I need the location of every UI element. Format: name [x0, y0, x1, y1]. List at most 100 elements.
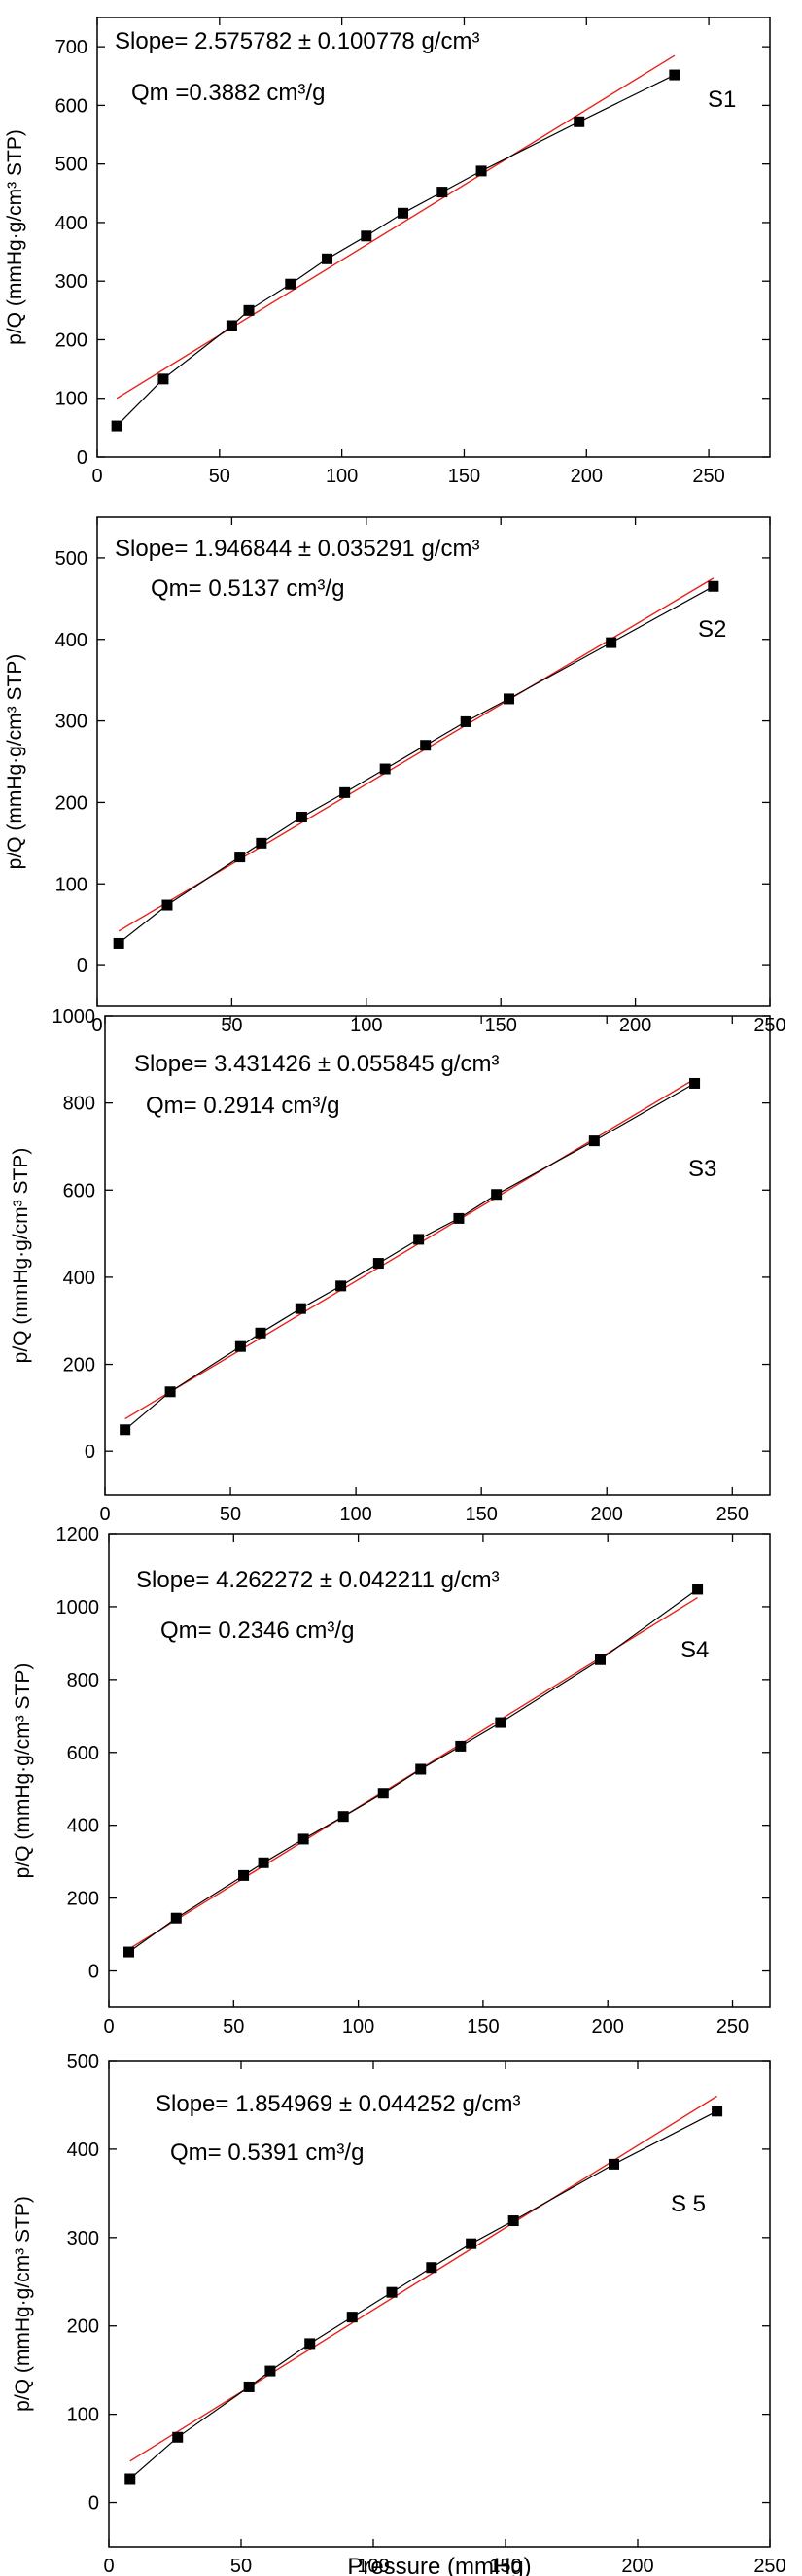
x-tick-label: 150	[467, 2016, 499, 2037]
y-tick-label: 300	[55, 712, 87, 733]
y-axis-title: p/Q (mmHg·g/cm³ STP)	[12, 2196, 34, 2412]
plot-frame	[96, 516, 771, 1007]
chart-panel-5: 0 50 100 150 200 250 0 100 200 300 400 500 p/Q (mmHg…	[12, 2051, 786, 2576]
qm-annotation: Qm= 0.2914 cm³/g	[146, 1093, 339, 1119]
data-point	[398, 207, 409, 219]
slope-annotation: Slope= 3.431426 ± 0.055845 g/cm³	[134, 1051, 499, 1077]
data-series-line	[124, 1082, 695, 1431]
data-point	[609, 2158, 620, 2170]
data-point	[588, 1135, 600, 1147]
y-tick-label: 100	[55, 874, 87, 895]
data-point	[296, 812, 307, 823]
data-point	[379, 763, 391, 775]
x-tick-label: 0	[99, 1504, 110, 1525]
data-point	[491, 1189, 503, 1201]
data-point	[420, 740, 432, 751]
plot-frame	[108, 1533, 771, 2008]
y-tick-label: 800	[63, 1094, 95, 1115]
fit-line	[129, 2095, 717, 2462]
data-point	[264, 2365, 276, 2377]
y-axis-title: p/Q (mmHg·g/cm³ STP)	[10, 1148, 32, 1364]
y-tick-label: 400	[55, 213, 87, 234]
y-tick-label: 0	[77, 447, 87, 469]
data-point	[161, 899, 173, 911]
data-point	[255, 1327, 266, 1339]
qm-annotation: Qm =0.3882 cm³/g	[131, 80, 325, 106]
data-point	[415, 1763, 427, 1775]
x-tick-label: 200	[621, 2556, 653, 2576]
x-tick-label: 200	[591, 1504, 623, 1525]
data-point	[157, 373, 169, 385]
x-tick-label: 50	[209, 466, 230, 487]
data-series-line	[116, 74, 676, 427]
sample-label: S3	[688, 1156, 716, 1182]
data-point	[113, 937, 124, 949]
data-point	[574, 116, 585, 127]
y-tick-label: 300	[67, 2228, 99, 2249]
y-tick-label: 300	[55, 271, 87, 293]
y-tick-label: 500	[55, 548, 87, 570]
x-tick-label: 150	[465, 1504, 497, 1525]
chart-panel-4: 0 50 100 150 200 250 0 200 400 600 800 1000 1200 p/Q …	[12, 1524, 771, 2037]
data-point	[692, 1584, 704, 1595]
sample-label: S 5	[671, 2191, 706, 2217]
x-tick-label: 100	[350, 1015, 382, 1036]
data-point	[295, 1303, 306, 1314]
slope-annotation: Slope= 1.854969 ± 0.044252 g/cm³	[156, 2091, 520, 2117]
slope-annotation: Slope= 1.946844 ± 0.035291 g/cm³	[115, 536, 479, 562]
data-point	[339, 786, 351, 798]
y-tick-label: 200	[63, 1355, 95, 1376]
x-tick-label: 50	[230, 2556, 252, 2576]
sample-label: S4	[680, 1637, 709, 1663]
y-tick-label: 1000	[52, 1006, 96, 1027]
data-point	[304, 2338, 316, 2350]
qm-annotation: Qm= 0.2346 cm³/g	[160, 1618, 354, 1644]
y-tick-label: 1200	[56, 1524, 100, 1546]
data-series-line	[118, 585, 715, 944]
x-tick-label: 250	[692, 466, 724, 487]
data-point	[436, 187, 448, 198]
data-series-line	[128, 1588, 698, 1953]
x-tick-label: 150	[448, 466, 480, 487]
data-point	[453, 1212, 465, 1224]
data-point	[377, 1788, 389, 1799]
data-point	[234, 852, 246, 863]
data-point	[172, 2431, 184, 2443]
y-axis-title: p/Q (mmHg·g/cm³ STP)	[12, 1663, 34, 1879]
data-point	[335, 1280, 347, 1292]
data-point	[426, 2262, 437, 2274]
x-tick-label: 200	[571, 466, 603, 487]
y-tick-label: 100	[67, 2405, 99, 2426]
y-tick-label: 700	[55, 37, 87, 58]
data-point	[495, 1717, 506, 1728]
data-point	[361, 230, 372, 242]
data-point	[669, 69, 680, 81]
data-point	[455, 1740, 467, 1752]
x-tick-label: 0	[103, 2016, 114, 2037]
x-tick-label: 0	[103, 2556, 114, 2576]
data-point	[460, 715, 471, 727]
y-tick-label: 200	[67, 2316, 99, 2338]
y-tick-label: 800	[67, 1670, 99, 1691]
data-point	[322, 253, 333, 264]
data-point	[123, 1946, 135, 1958]
y-tick-label: 600	[55, 95, 87, 117]
y-tick-label: 400	[63, 1268, 95, 1289]
data-point	[507, 2215, 519, 2227]
x-tick-label: 100	[342, 2016, 374, 2037]
data-point	[120, 1424, 131, 1436]
x-tick-label: 50	[221, 1015, 242, 1036]
data-point	[234, 1340, 246, 1352]
y-tick-label: 400	[67, 1816, 99, 1837]
y-axis-title: p/Q (mmHg·g/cm³ STP)	[4, 129, 26, 345]
x-tick-label: 200	[592, 2016, 624, 2037]
plot-frame	[108, 2060, 771, 2548]
x-tick-label: 250	[716, 2016, 749, 2037]
data-point	[466, 2238, 477, 2249]
data-point	[689, 1077, 701, 1089]
data-point	[226, 320, 237, 331]
sample-label: S1	[708, 87, 736, 113]
fit-line	[118, 577, 715, 932]
x-tick-label: 200	[619, 1015, 651, 1036]
